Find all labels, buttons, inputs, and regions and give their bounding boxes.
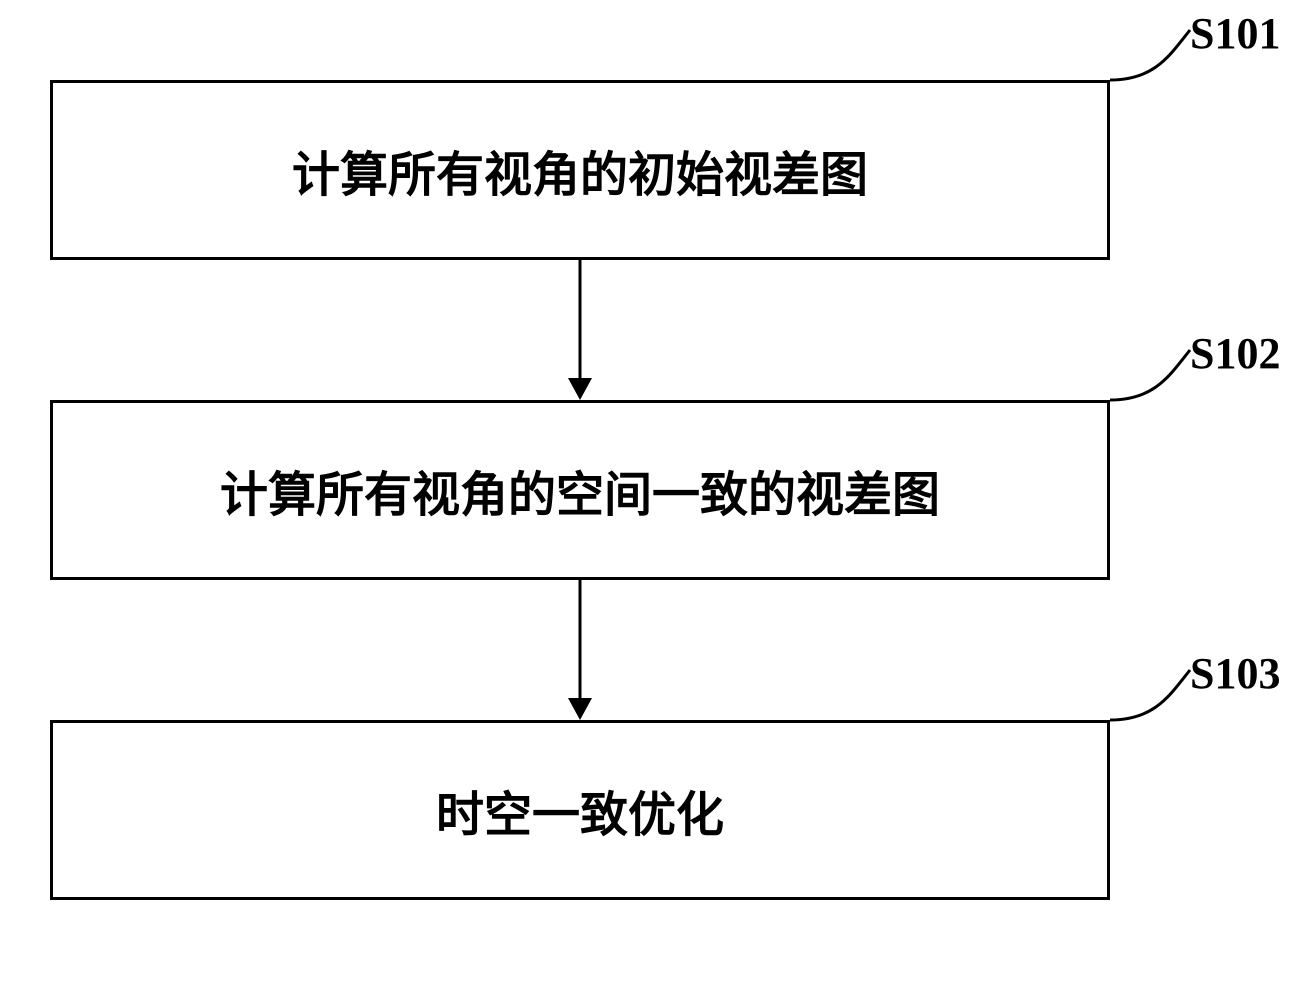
step-label-s102: S102 [1190, 328, 1280, 379]
flow-node-text: 时空一致优化 [436, 775, 724, 845]
flow-node-s101: 计算所有视角的初始视差图 [50, 80, 1110, 260]
flowchart-canvas: 计算所有视角的初始视差图 S101 计算所有视角的空间一致的视差图 S102 时空一致优… [0, 0, 1311, 981]
step-label-s101: S101 [1190, 8, 1280, 59]
step-label-text: S103 [1190, 649, 1280, 698]
flow-node-text: 计算所有视角的空间一致的视差图 [220, 455, 940, 525]
step-label-text: S101 [1190, 9, 1280, 58]
step-label-s103: S103 [1190, 648, 1280, 699]
step-label-text: S102 [1190, 329, 1280, 378]
flow-node-s102: 计算所有视角的空间一致的视差图 [50, 400, 1110, 580]
flow-node-text: 计算所有视角的初始视差图 [292, 135, 868, 205]
flow-node-s103: 时空一致优化 [50, 720, 1110, 900]
